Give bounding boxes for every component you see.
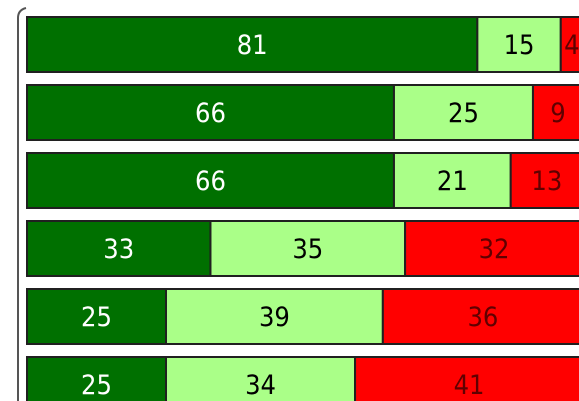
data-label: 32: [479, 234, 510, 265]
bar-segment: [26, 288, 167, 345]
bar-segment: [26, 152, 395, 209]
bar-segment: [26, 84, 395, 141]
data-label: 66: [195, 166, 226, 197]
data-label: 25: [81, 302, 112, 333]
bar-segment: [354, 356, 579, 401]
data-label: 33: [103, 234, 134, 265]
axis-line: [17, 7, 27, 401]
data-label: 39: [259, 302, 290, 333]
data-label: 25: [81, 370, 112, 401]
bar-segment: [165, 356, 357, 401]
data-label: 4: [564, 30, 579, 61]
data-label: 36: [467, 302, 498, 333]
data-label: 35: [292, 234, 323, 265]
bar-segment: [476, 16, 562, 73]
bar-segment: [559, 16, 579, 73]
bar-segment: [392, 84, 534, 141]
bar-segment: [404, 220, 579, 277]
data-label: 9: [550, 98, 565, 129]
data-label: 13: [531, 166, 562, 197]
data-label: 25: [448, 98, 479, 129]
bar-segment: [26, 220, 212, 277]
data-label: 15: [504, 30, 535, 61]
data-label: 34: [245, 370, 276, 401]
bar-segment: [381, 288, 579, 345]
data-label: 66: [195, 98, 226, 129]
data-label: 81: [237, 30, 268, 61]
bar-segment: [165, 288, 384, 345]
bar-segment: [26, 16, 479, 73]
bar-segment: [392, 152, 512, 209]
bar-segment: [509, 152, 579, 209]
bar-segment: [209, 220, 407, 277]
bar-segment: [531, 84, 579, 141]
data-label: 21: [437, 166, 468, 197]
data-label: 41: [454, 370, 485, 401]
